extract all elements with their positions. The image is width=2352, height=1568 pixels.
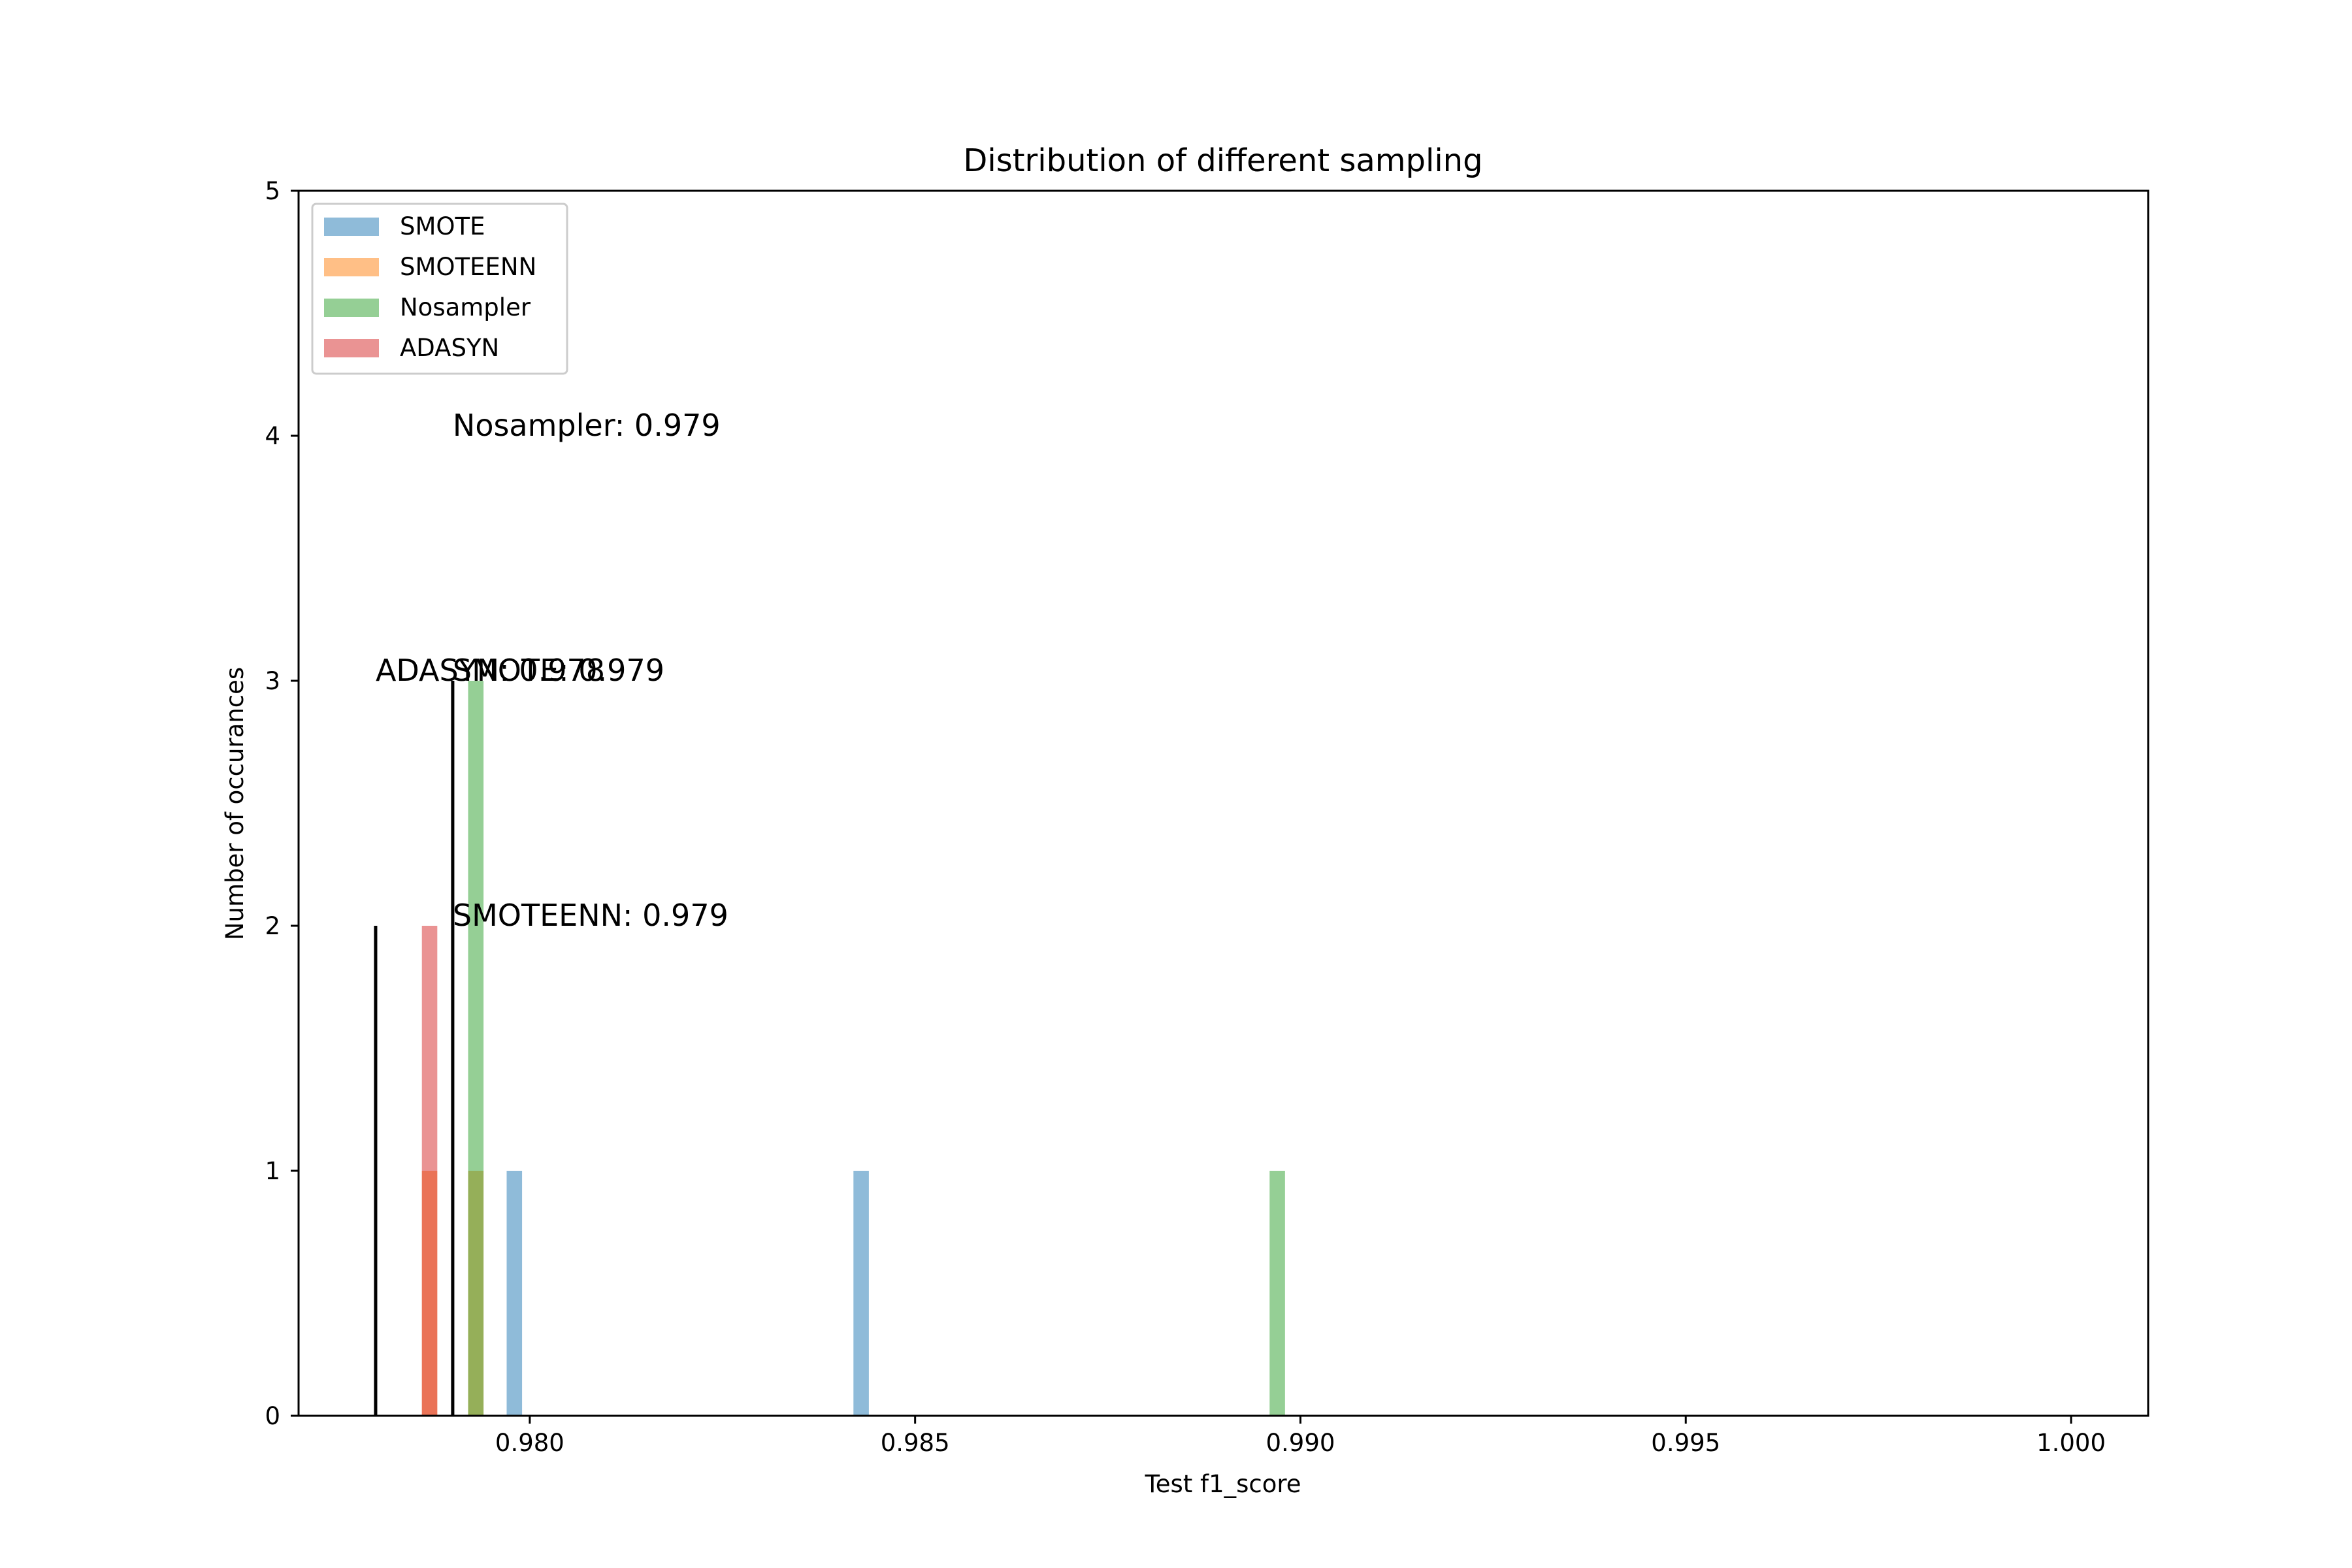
- annotation-2: SMOTE: 0.979: [453, 653, 664, 688]
- annotation-3: SMOTEENN: 0.979: [453, 898, 728, 933]
- bar-smote-1: [853, 1171, 869, 1416]
- y-tick-label-5: 5: [265, 177, 280, 205]
- y-tick-label-1: 1: [265, 1157, 280, 1185]
- y-tick-label-0: 0: [265, 1402, 280, 1430]
- bar-nosampler-0: [468, 681, 484, 1416]
- legend: SMOTE SMOTEENN Nosampler ADASYN: [311, 203, 568, 375]
- bar-smote-0: [506, 1171, 523, 1416]
- x-tick-label-4: 1.000: [2036, 1429, 2106, 1457]
- legend-swatch-smote: [324, 218, 379, 236]
- bar-nosampler-1: [1269, 1171, 1285, 1416]
- legend-box: [311, 203, 568, 375]
- bar-adasyn-0: [421, 926, 438, 1416]
- y-tick-label-4: 4: [265, 422, 280, 450]
- x-axis-label: Test f1_score: [1144, 1470, 1301, 1498]
- annotation-0: Nosampler: 0.979: [453, 408, 721, 443]
- x-axis-ticks: 0.980 0.985 0.990 0.995 1.000: [495, 1416, 2106, 1457]
- legend-label-smoteenn: SMOTEENN: [400, 253, 536, 281]
- x-tick-label-1: 0.985: [881, 1429, 950, 1457]
- mean-lines: [374, 681, 455, 1416]
- legend-swatch-smoteenn: [324, 258, 379, 276]
- legend-swatch-nosampler: [324, 299, 379, 317]
- x-tick-label-2: 0.990: [1266, 1429, 1335, 1457]
- legend-label-adasyn: ADASYN: [400, 334, 499, 362]
- legend-label-nosampler: Nosampler: [400, 293, 531, 321]
- legend-label-smote: SMOTE: [400, 212, 485, 240]
- y-tick-label-3: 3: [265, 667, 280, 695]
- plot-area-frame: [297, 189, 2149, 1417]
- histogram-bars: [421, 681, 1285, 1416]
- y-axis-label: Number of occurances: [221, 667, 249, 940]
- chart-title: Distribution of different sampling: [963, 142, 1482, 179]
- x-tick-label-3: 0.995: [1651, 1429, 1720, 1457]
- x-tick-label-0: 0.980: [495, 1429, 564, 1457]
- legend-swatch-adasyn: [324, 339, 379, 357]
- y-tick-label-2: 2: [265, 912, 280, 940]
- y-axis-ticks: 0 1 2 3 4 5: [265, 177, 299, 1430]
- annotation-1: ADASYN: 0.978: [376, 653, 605, 688]
